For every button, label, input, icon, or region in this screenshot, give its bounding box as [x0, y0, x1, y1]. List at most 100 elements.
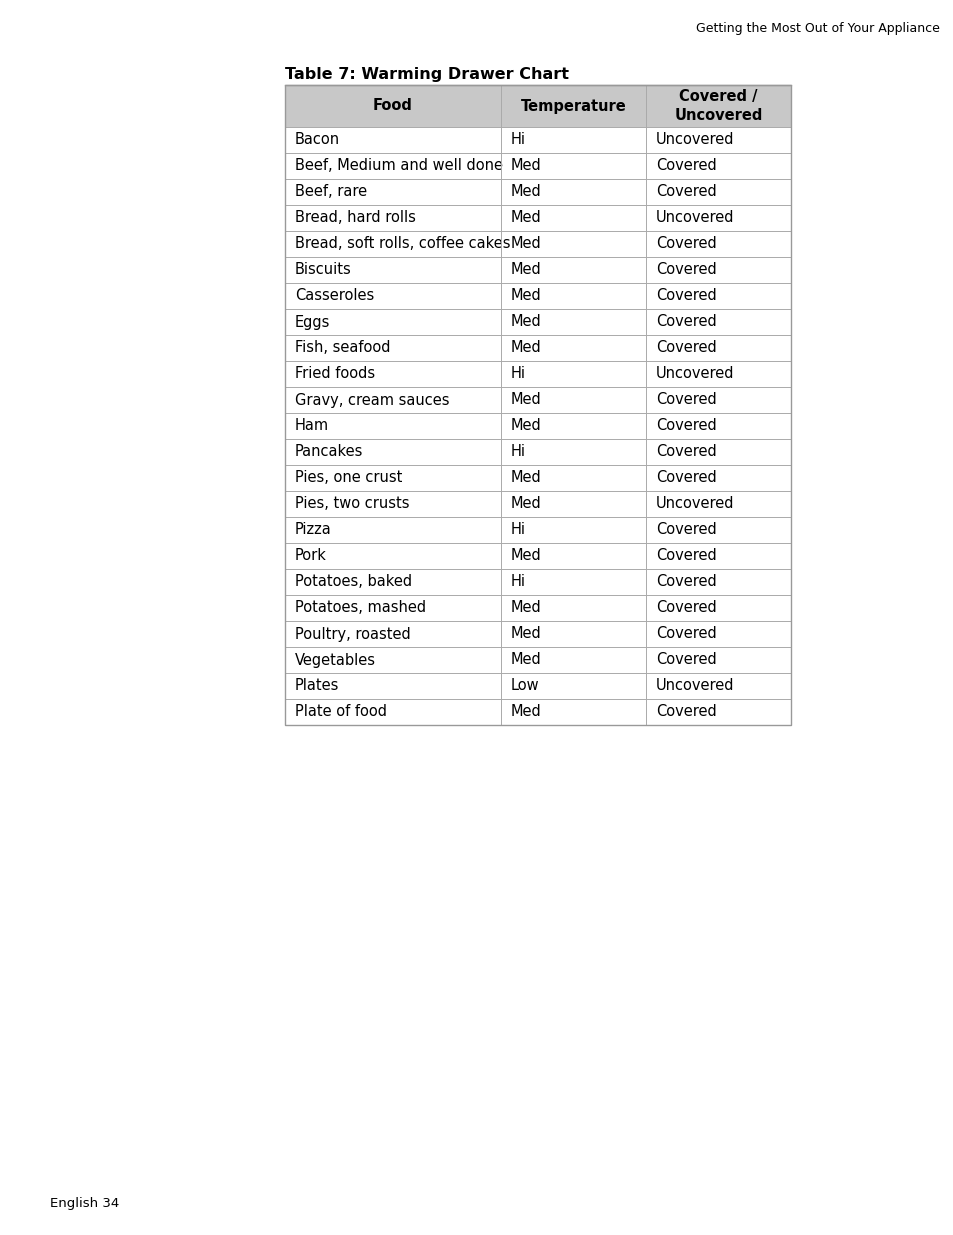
- Text: Covered: Covered: [656, 289, 716, 304]
- Text: Covered: Covered: [656, 184, 716, 200]
- Bar: [285, 621, 790, 647]
- Text: Hi: Hi: [511, 574, 525, 589]
- Text: Med: Med: [511, 496, 541, 511]
- Text: Med: Med: [511, 315, 541, 330]
- Text: Bread, soft rolls, coffee cakes: Bread, soft rolls, coffee cakes: [294, 236, 510, 252]
- Text: Plate of food: Plate of food: [294, 704, 387, 720]
- Bar: [285, 335, 790, 361]
- Text: Ham: Ham: [294, 419, 329, 433]
- Bar: [285, 699, 790, 725]
- Text: Covered: Covered: [656, 445, 716, 459]
- Bar: [285, 361, 790, 387]
- Text: Covered: Covered: [656, 158, 716, 173]
- Bar: [285, 492, 790, 517]
- Text: Covered: Covered: [656, 236, 716, 252]
- Text: Potatoes, mashed: Potatoes, mashed: [294, 600, 426, 615]
- Text: Covered: Covered: [656, 341, 716, 356]
- Bar: [285, 85, 790, 725]
- Text: Eggs: Eggs: [294, 315, 330, 330]
- Text: Casseroles: Casseroles: [294, 289, 374, 304]
- Text: Uncovered: Uncovered: [656, 210, 734, 226]
- Text: Covered: Covered: [656, 393, 716, 408]
- Bar: [285, 309, 790, 335]
- Text: Covered: Covered: [656, 471, 716, 485]
- Text: Uncovered: Uncovered: [656, 496, 734, 511]
- Bar: [285, 153, 790, 179]
- Text: Med: Med: [511, 263, 541, 278]
- Text: Table 7: Warming Drawer Chart: Table 7: Warming Drawer Chart: [285, 67, 568, 82]
- Bar: [285, 517, 790, 543]
- Text: Beef, Medium and well done: Beef, Medium and well done: [294, 158, 502, 173]
- Text: Med: Med: [511, 393, 541, 408]
- Text: Uncovered: Uncovered: [656, 367, 734, 382]
- Text: Pizza: Pizza: [294, 522, 332, 537]
- Text: Med: Med: [511, 704, 541, 720]
- Text: Poultry, roasted: Poultry, roasted: [294, 626, 411, 641]
- Bar: [285, 595, 790, 621]
- Text: Covered: Covered: [656, 652, 716, 667]
- Text: Fish, seafood: Fish, seafood: [294, 341, 390, 356]
- Text: Covered: Covered: [656, 600, 716, 615]
- Bar: [285, 85, 790, 127]
- Text: Hi: Hi: [511, 132, 525, 147]
- Text: Med: Med: [511, 626, 541, 641]
- Bar: [285, 231, 790, 257]
- Text: Med: Med: [511, 210, 541, 226]
- Bar: [285, 387, 790, 412]
- Text: Gravy, cream sauces: Gravy, cream sauces: [294, 393, 449, 408]
- Text: Hi: Hi: [511, 522, 525, 537]
- Bar: [285, 673, 790, 699]
- Bar: [285, 466, 790, 492]
- Text: Med: Med: [511, 289, 541, 304]
- Bar: [285, 647, 790, 673]
- Text: Pancakes: Pancakes: [294, 445, 363, 459]
- Text: Beef, rare: Beef, rare: [294, 184, 367, 200]
- Text: Covered: Covered: [656, 548, 716, 563]
- Bar: [285, 127, 790, 153]
- Text: Potatoes, baked: Potatoes, baked: [294, 574, 412, 589]
- Text: Uncovered: Uncovered: [656, 132, 734, 147]
- Text: Low: Low: [511, 678, 539, 694]
- Bar: [285, 283, 790, 309]
- Text: Uncovered: Uncovered: [656, 678, 734, 694]
- Bar: [285, 257, 790, 283]
- Bar: [285, 205, 790, 231]
- Text: Covered: Covered: [656, 419, 716, 433]
- Text: Med: Med: [511, 184, 541, 200]
- Text: Med: Med: [511, 236, 541, 252]
- Text: Med: Med: [511, 600, 541, 615]
- Text: Covered: Covered: [656, 704, 716, 720]
- Text: Hi: Hi: [511, 367, 525, 382]
- Text: Pies, two crusts: Pies, two crusts: [294, 496, 409, 511]
- Text: Hi: Hi: [511, 445, 525, 459]
- Text: Covered: Covered: [656, 263, 716, 278]
- Text: Covered: Covered: [656, 574, 716, 589]
- Text: Bread, hard rolls: Bread, hard rolls: [294, 210, 416, 226]
- Text: Covered: Covered: [656, 315, 716, 330]
- Text: Covered /
Uncovered: Covered / Uncovered: [674, 89, 761, 122]
- Text: Plates: Plates: [294, 678, 339, 694]
- Text: Med: Med: [511, 419, 541, 433]
- Text: Getting the Most Out of Your Appliance: Getting the Most Out of Your Appliance: [696, 22, 939, 35]
- Text: Covered: Covered: [656, 626, 716, 641]
- Bar: [285, 412, 790, 438]
- Text: English 34: English 34: [50, 1197, 119, 1210]
- Bar: [285, 179, 790, 205]
- Text: Biscuits: Biscuits: [294, 263, 352, 278]
- Text: Med: Med: [511, 341, 541, 356]
- Text: Food: Food: [373, 99, 413, 114]
- Text: Pies, one crust: Pies, one crust: [294, 471, 402, 485]
- Text: Temperature: Temperature: [520, 99, 626, 114]
- Bar: [285, 569, 790, 595]
- Text: Pork: Pork: [294, 548, 327, 563]
- Bar: [285, 438, 790, 466]
- Text: Med: Med: [511, 471, 541, 485]
- Text: Bacon: Bacon: [294, 132, 340, 147]
- Text: Covered: Covered: [656, 522, 716, 537]
- Text: Med: Med: [511, 652, 541, 667]
- Text: Vegetables: Vegetables: [294, 652, 375, 667]
- Text: Fried foods: Fried foods: [294, 367, 375, 382]
- Text: Med: Med: [511, 548, 541, 563]
- Text: Med: Med: [511, 158, 541, 173]
- Bar: [285, 543, 790, 569]
